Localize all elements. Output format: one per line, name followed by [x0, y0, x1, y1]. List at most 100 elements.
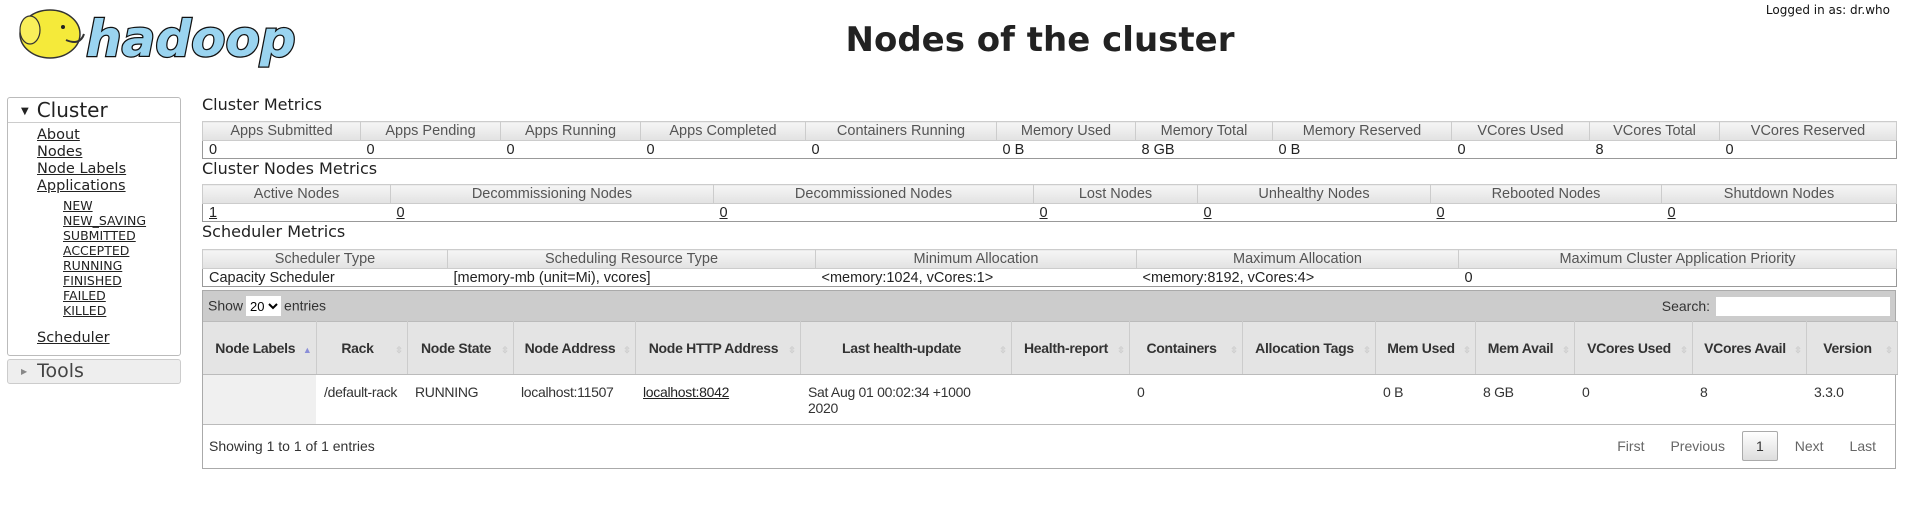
header-memory-reserved: Memory Reserved — [1272, 121, 1452, 141]
sort-icon: ⇳ — [1117, 345, 1125, 355]
header-maximum-allocation: Maximum Allocation — [1136, 249, 1459, 269]
cluster-metrics-title: Cluster Metrics — [202, 95, 322, 114]
value-apps-running: 0 — [500, 140, 641, 159]
column-header-node-address[interactable]: Node Address ⇳ — [513, 321, 636, 375]
link-app-running[interactable]: RUNNING — [63, 258, 123, 273]
column-label: Node HTTP Address — [648, 340, 779, 356]
column-label: Last health-update — [841, 340, 962, 356]
sort-icon: ⇳ — [1230, 345, 1238, 355]
link-lost-nodes[interactable]: 0 — [1039, 204, 1048, 221]
value-minimum-allocation: <memory:1024, vCores:1> — [815, 268, 1137, 287]
column-header-containers[interactable]: Containers ⇳ — [1129, 321, 1243, 375]
header-scheduler-type: Scheduler Type — [202, 249, 448, 269]
column-header-vcores-avail[interactable]: VCores Avail ⇳ — [1692, 321, 1807, 375]
column-header-last-health-update[interactable]: Last health-update ⇳ — [800, 321, 1012, 375]
value-memory-total: 8 GB — [1135, 140, 1273, 159]
hadoop-logo: hadoop — [19, 9, 297, 69]
value-shutdown-nodes: 0 — [1661, 203, 1897, 222]
header-decommissioning-nodes: Decommissioning Nodes — [390, 184, 714, 204]
tools-label: Tools — [37, 360, 84, 382]
column-header-rack[interactable]: Rack ⇳ — [316, 321, 408, 375]
column-header-node-http-address[interactable]: Node HTTP Address ⇳ — [635, 321, 801, 375]
link-active-nodes[interactable]: 1 — [209, 204, 218, 221]
page-size-select[interactable]: 20 — [246, 296, 282, 316]
column-header-node-state[interactable]: Node State ⇳ — [407, 321, 514, 375]
cell-node-labels — [203, 374, 316, 424]
page-first-button[interactable]: First — [1617, 438, 1645, 454]
cell-vcores-used: 0 — [1582, 384, 1590, 400]
link-app-new-saving[interactable]: NEW_SAVING — [63, 213, 147, 228]
link-shutdown-nodes[interactable]: 0 — [1667, 204, 1676, 221]
link-app-killed[interactable]: KILLED — [63, 303, 107, 318]
header-scheduling-resource-type: Scheduling Resource Type — [447, 249, 816, 269]
header-vcores-reserved: VCores Reserved — [1719, 121, 1897, 141]
sort-icon: ⇳ — [395, 345, 403, 355]
link-rebooted-nodes[interactable]: 0 — [1436, 204, 1445, 221]
header-lost-nodes: Lost Nodes — [1033, 184, 1198, 204]
sidebar: ▼ Cluster About Nodes Node Labels Applica… — [7, 97, 181, 384]
column-header-node-labels[interactable]: Node Labels ▲ — [203, 321, 317, 375]
link-app-accepted[interactable]: ACCEPTED — [63, 243, 130, 258]
header-active-nodes: Active Nodes — [202, 184, 391, 204]
link-scheduler[interactable]: Scheduler — [37, 330, 110, 346]
header-decommissioned-nodes: Decommissioned Nodes — [713, 184, 1034, 204]
column-header-version[interactable]: Version ⇳ — [1806, 321, 1898, 375]
node-http-address-link[interactable]: localhost:8042 — [643, 384, 730, 400]
cluster-metrics-table: Apps Submitted Apps Pending Apps Running Ap… — [202, 121, 1897, 159]
column-label: Version — [1823, 340, 1872, 356]
search-input[interactable] — [1716, 296, 1890, 316]
value-apps-submitted: 0 — [202, 140, 361, 159]
sort-icon: ⇳ — [501, 345, 509, 355]
cell-last-health-update: Sat Aug 01 00:02:34 +1000 2020 — [808, 384, 971, 416]
column-label: VCores Used — [1587, 340, 1671, 356]
column-header-allocation-tags[interactable]: Allocation Tags ⇳ — [1242, 321, 1376, 375]
cluster-section-toggle[interactable]: ▼ Cluster — [8, 98, 180, 123]
value-scheduler-type: Capacity Scheduler — [202, 268, 448, 287]
link-unhealthy-nodes[interactable]: 0 — [1203, 204, 1212, 221]
cell-mem-used: 0 B — [1383, 384, 1404, 400]
column-header-health-report[interactable]: Health-report ⇳ — [1011, 321, 1130, 375]
value-lost-nodes: 0 — [1033, 203, 1198, 222]
page-last-button[interactable]: Last — [1849, 438, 1876, 454]
value-scheduling-resource-type: [memory-mb (unit=Mi), vcores] — [447, 268, 816, 287]
scheduler-metrics-table: Scheduler Type Scheduling Resource Type Mi… — [202, 249, 1897, 287]
link-about[interactable]: About — [37, 127, 80, 143]
tools-section-toggle[interactable]: ▶ Tools — [7, 359, 181, 384]
link-app-finished[interactable]: FINISHED — [63, 273, 122, 288]
sort-ascending-icon: ▲ — [302, 345, 312, 355]
page-title: Nodes of the cluster — [845, 20, 1235, 60]
logged-in-user: Logged in as: dr.who — [1765, 3, 1890, 17]
page-current-button[interactable]: 1 — [1741, 431, 1778, 461]
pagination: First Previous 1 Next Last — [1604, 431, 1889, 461]
value-maximum-cluster-application-priority: 0 — [1458, 268, 1897, 287]
nodes-datatable: Show 20 entries Search: Node Labels ▲ Rack ⇳ N… — [202, 290, 1898, 469]
cell-allocation-tags — [1242, 375, 1375, 424]
link-node-labels[interactable]: Node Labels — [37, 161, 127, 177]
column-header-mem-used[interactable]: Mem Used ⇳ — [1375, 321, 1476, 375]
column-label: Containers — [1146, 340, 1217, 356]
value-apps-pending: 0 — [360, 140, 501, 159]
header-apps-completed: Apps Completed — [640, 121, 806, 141]
column-header-vcores-used[interactable]: VCores Used ⇳ — [1574, 321, 1693, 375]
link-app-submitted[interactable]: SUBMITTED — [63, 228, 136, 243]
search-label: Search: — [1661, 297, 1710, 314]
header-memory-used: Memory Used — [996, 121, 1136, 141]
column-header-mem-avail[interactable]: Mem Avail ⇳ — [1475, 321, 1575, 375]
cell-mem-avail: 8 GB — [1483, 384, 1514, 400]
page-next-button[interactable]: Next — [1794, 438, 1824, 454]
value-rebooted-nodes: 0 — [1430, 203, 1662, 222]
link-nodes[interactable]: Nodes — [37, 144, 83, 160]
page-previous-button[interactable]: Previous — [1670, 438, 1725, 454]
value-vcores-total: 8 — [1589, 140, 1720, 159]
link-decommissioned-nodes[interactable]: 0 — [719, 204, 728, 221]
value-decommissioned-nodes: 0 — [713, 203, 1034, 222]
sort-icon: ⇳ — [1562, 345, 1570, 355]
link-app-failed[interactable]: FAILED — [63, 288, 106, 303]
sort-icon: ⇳ — [1680, 345, 1688, 355]
column-label: Mem Avail — [1487, 340, 1554, 356]
link-applications[interactable]: Applications — [37, 178, 126, 194]
table-info: Showing 1 to 1 of 1 entries — [209, 438, 375, 454]
link-decommissioning-nodes[interactable]: 0 — [396, 204, 405, 221]
link-app-new[interactable]: NEW — [63, 198, 93, 213]
column-label: Health-report — [1024, 340, 1108, 356]
